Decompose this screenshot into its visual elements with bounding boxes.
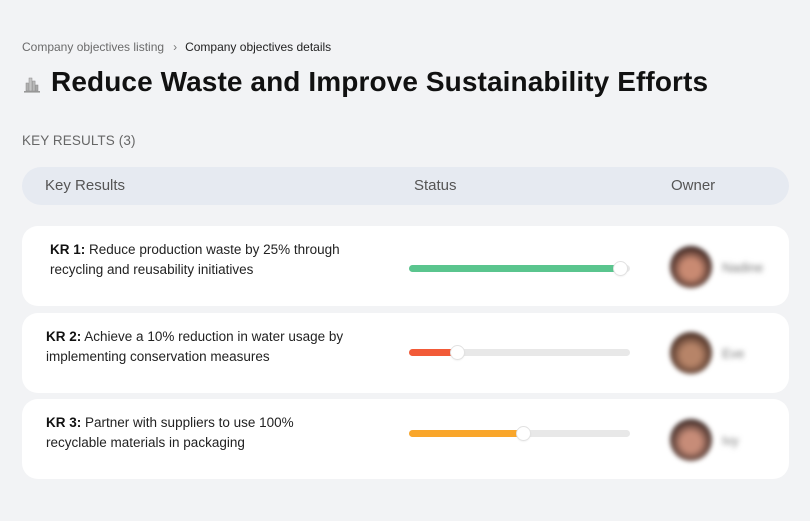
breadcrumb: Company objectives listing › Company obj… <box>22 39 331 55</box>
progress-handle[interactable] <box>614 262 628 275</box>
key-result-description: KR 3: Partner with suppliers to use 100%… <box>46 413 346 453</box>
key-result-description: KR 2: Achieve a 10% reduction in water u… <box>46 327 346 367</box>
cityscape-icon <box>24 77 40 93</box>
key-result-text: Achieve a 10% reduction in water usage b… <box>46 329 344 364</box>
progress-fill <box>409 430 524 437</box>
key-result-row-3[interactable]: KR 3: Partner with suppliers to use 100%… <box>22 399 789 479</box>
breadcrumb-current-objective-details: Company objectives details <box>185 40 332 54</box>
breadcrumb-link-objectives-listing[interactable]: Company objectives listing <box>22 40 165 54</box>
progress-slider[interactable] <box>409 427 630 440</box>
avatar <box>670 332 712 374</box>
page-title: Reduce Waste and Improve Sustainability … <box>51 66 709 97</box>
objective-header: Reduce Waste and Improve Sustainability … <box>22 66 708 98</box>
owner-name: Nadine <box>722 259 764 275</box>
avatar <box>670 419 712 461</box>
key-result-label: KR 2: <box>46 329 82 344</box>
owner-name: Ivy <box>722 432 739 448</box>
column-header-owner: Owner <box>671 177 716 194</box>
avatar <box>670 246 712 288</box>
owner[interactable]: Eve <box>670 332 744 374</box>
key-result-label: KR 3: <box>46 415 82 430</box>
key-result-text: Reduce production waste by 25% through r… <box>50 242 340 277</box>
key-result-description: KR 1: Reduce production waste by 25% thr… <box>50 240 350 280</box>
key-result-row-2[interactable]: KR 2: Achieve a 10% reduction in water u… <box>22 313 789 393</box>
progress-slider[interactable] <box>409 262 630 275</box>
key-result-row-1[interactable]: KR 1: Reduce production waste by 25% thr… <box>22 226 789 306</box>
table-header: Key Results Status Owner <box>22 167 789 205</box>
column-header-status: Status <box>414 177 457 194</box>
owner[interactable]: Nadine <box>670 246 763 288</box>
progress-fill <box>409 265 622 272</box>
progress-slider[interactable] <box>409 346 630 359</box>
chevron-right-icon: › <box>173 40 178 54</box>
column-header-key-results: Key Results <box>45 177 126 194</box>
key-result-label: KR 1: <box>50 242 86 257</box>
key-results-count-label: KEY RESULTS (3) <box>22 133 136 148</box>
progress-handle[interactable] <box>450 346 464 359</box>
owner[interactable]: Ivy <box>670 419 739 461</box>
progress-handle[interactable] <box>516 427 530 440</box>
progress-fill <box>409 349 458 356</box>
key-result-text: Partner with suppliers to use 100% recyc… <box>46 415 294 450</box>
owner-name: Eve <box>722 345 745 361</box>
